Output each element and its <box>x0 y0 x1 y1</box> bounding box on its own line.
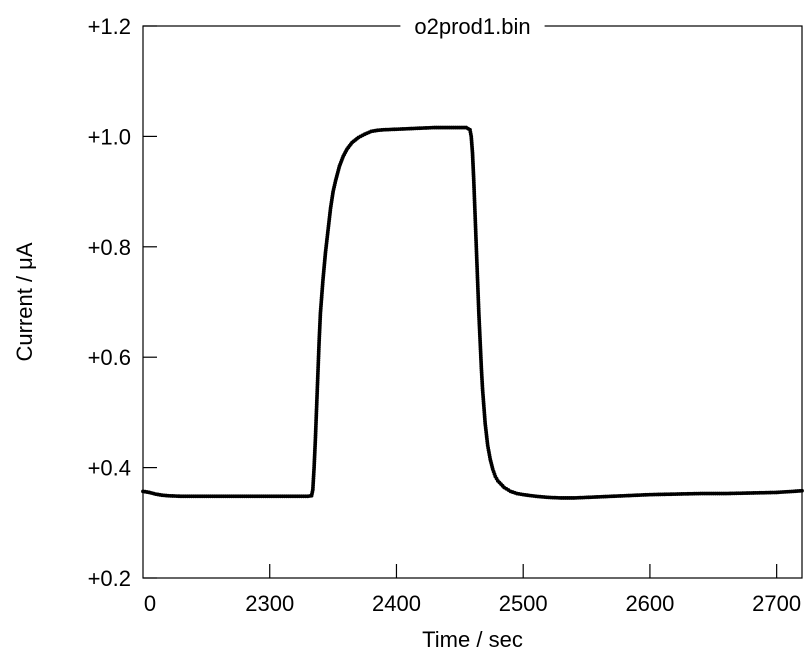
x-tick-label: 2300 <box>245 591 294 616</box>
y-axis-ticks: +0.2 +0.4 +0.6 +0.8 +1.0 +1.2 <box>88 14 157 591</box>
title-background <box>400 12 545 40</box>
y-tick-label: +0.4 <box>88 456 131 481</box>
y-tick-label: +0.8 <box>88 235 131 260</box>
series-group <box>141 125 804 500</box>
y-tick-label: +0.2 <box>88 566 131 591</box>
y-tick-label: +1.0 <box>88 124 131 149</box>
y-tick-label: +1.2 <box>88 14 131 39</box>
data-point <box>800 488 804 493</box>
x-tick-label: 2500 <box>499 591 548 616</box>
x-axis-label: Time / sec <box>422 627 523 652</box>
x-tick-label: 2600 <box>625 591 674 616</box>
series-markers <box>141 125 804 500</box>
x-origin-label: 0 <box>144 591 156 616</box>
y-tick-label: +0.6 <box>88 345 131 370</box>
x-tick-label: 2400 <box>372 591 421 616</box>
chart-title: o2prod1.bin <box>414 14 530 39</box>
x-tick-label: 2700 <box>752 591 801 616</box>
x-axis-ticks: 2300 2400 2500 2600 2700 0 <box>144 564 801 616</box>
y-axis-label: Current / μA <box>12 242 37 361</box>
